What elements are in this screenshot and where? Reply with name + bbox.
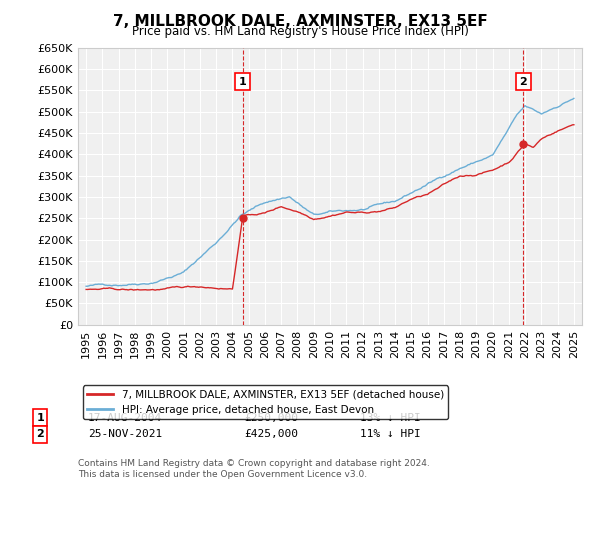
Text: 17-AUG-2004: 17-AUG-2004	[88, 413, 163, 423]
Text: Price paid vs. HM Land Registry's House Price Index (HPI): Price paid vs. HM Land Registry's House …	[131, 25, 469, 38]
Text: 13% ↓ HPI: 13% ↓ HPI	[360, 413, 421, 423]
Text: 2: 2	[37, 430, 44, 439]
Text: 25-NOV-2021: 25-NOV-2021	[88, 430, 163, 439]
Text: 2: 2	[520, 77, 527, 87]
Text: 1: 1	[239, 77, 247, 87]
Text: Contains HM Land Registry data © Crown copyright and database right 2024.
This d: Contains HM Land Registry data © Crown c…	[78, 459, 430, 479]
Text: 7, MILLBROOK DALE, AXMINSTER, EX13 5EF: 7, MILLBROOK DALE, AXMINSTER, EX13 5EF	[113, 14, 487, 29]
Text: 1: 1	[37, 413, 44, 423]
Legend: 7, MILLBROOK DALE, AXMINSTER, EX13 5EF (detached house), HPI: Average price, det: 7, MILLBROOK DALE, AXMINSTER, EX13 5EF (…	[83, 385, 448, 419]
Text: £425,000: £425,000	[244, 430, 298, 439]
Text: £250,000: £250,000	[244, 413, 298, 423]
Text: 11% ↓ HPI: 11% ↓ HPI	[360, 430, 421, 439]
